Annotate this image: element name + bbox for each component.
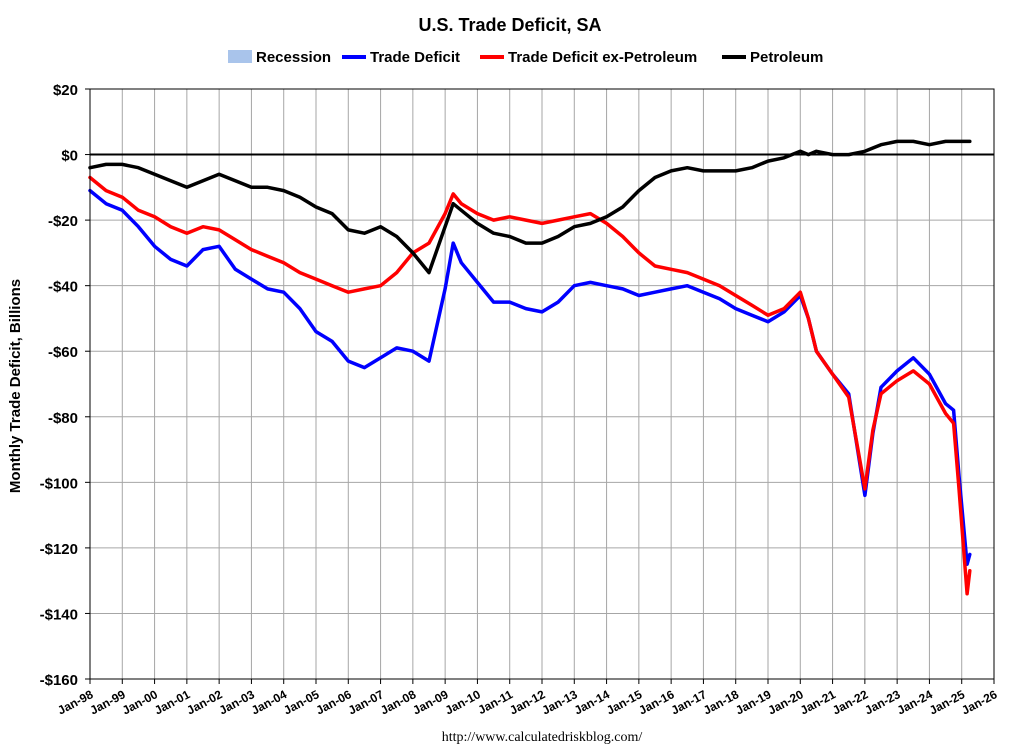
x-tick-label: Jan-25 — [927, 687, 967, 717]
x-tick-label: Jan-12 — [507, 687, 547, 717]
x-tick-label: Jan-15 — [604, 687, 644, 717]
x-tick-label: Jan-19 — [733, 687, 773, 717]
x-tick-label: Jan-20 — [766, 687, 806, 717]
x-tick-label: Jan-13 — [540, 687, 580, 717]
y-tick-label: -$160 — [40, 672, 78, 689]
series-line-petroleum — [88, 139, 972, 275]
x-tick-label: Jan-08 — [378, 687, 418, 717]
x-tick-label: Jan-07 — [346, 687, 386, 717]
legend-label: Trade Deficit ex-Petroleum — [508, 49, 697, 66]
legend: Recession Trade Deficit Trade Deficit ex-P… — [228, 49, 823, 66]
x-tick-label: Jan-09 — [410, 687, 450, 717]
x-tick-label: Jan-21 — [798, 687, 838, 717]
source-url: http://www.calculatedriskblog.com/ — [442, 730, 643, 745]
x-tick-label: Jan-00 — [120, 687, 160, 717]
x-tick-label: Jan-01 — [152, 687, 192, 717]
grid-lines — [90, 88, 995, 680]
x-tick-label: Jan-99 — [88, 687, 128, 717]
legend-label: Trade Deficit — [370, 49, 460, 66]
plot-border — [89, 88, 995, 680]
series-lines — [88, 139, 972, 596]
y-tick-label: -$100 — [40, 475, 78, 492]
series-line-trade-deficit — [88, 188, 972, 567]
x-tick-label: Jan-18 — [701, 687, 741, 717]
x-tick-label: Jan-16 — [636, 687, 676, 717]
x-tick-label: Jan-17 — [669, 687, 709, 717]
x-tick-label: Jan-22 — [830, 687, 870, 717]
x-tick-label: Jan-26 — [959, 687, 999, 717]
y-tick-label: $20 — [53, 82, 78, 99]
y-tick-label: -$40 — [48, 279, 78, 296]
x-tick-label: Jan-24 — [895, 687, 935, 717]
x-tick-label: Jan-10 — [443, 687, 483, 717]
chart-title: U.S. Trade Deficit, SA — [418, 15, 601, 35]
legend-label: Petroleum — [750, 49, 823, 66]
y-tick-label: $0 — [61, 148, 78, 165]
x-tick-label: Jan-23 — [862, 687, 902, 717]
y-tick-label: -$20 — [48, 213, 78, 230]
x-tick-label: Jan-03 — [217, 687, 257, 717]
y-tick-label: -$120 — [40, 541, 78, 558]
y-axis-label: Monthly Trade Deficit, Billions — [7, 279, 24, 493]
axes: Jan-98Jan-99Jan-00Jan-01Jan-02Jan-03Jan-… — [40, 82, 1000, 718]
legend-swatch-recession — [228, 50, 252, 63]
y-tick-label: -$140 — [40, 606, 78, 623]
x-tick-label: Jan-06 — [314, 687, 354, 717]
x-tick-label: Jan-02 — [184, 687, 224, 717]
y-tick-label: -$80 — [48, 410, 78, 427]
series-line-trade-deficit-ex-petroleum — [88, 175, 972, 596]
x-tick-label: Jan-11 — [476, 687, 516, 717]
x-tick-label: Jan-04 — [249, 687, 289, 717]
x-tick-label: Jan-14 — [572, 687, 612, 717]
legend-label: Recession — [256, 49, 331, 66]
y-tick-label: -$60 — [48, 344, 78, 361]
x-tick-label: Jan-98 — [55, 687, 95, 717]
x-tick-label: Jan-05 — [281, 687, 321, 717]
